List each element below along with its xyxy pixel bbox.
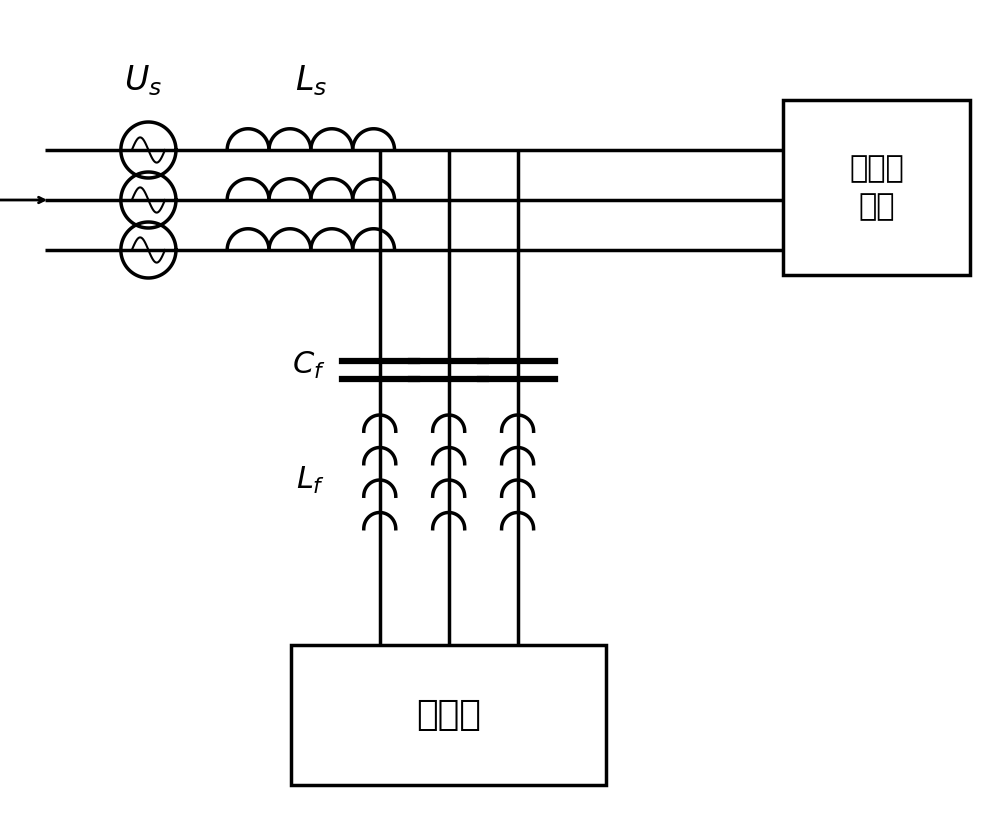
Bar — [783, 100, 970, 275]
Text: $U_s$: $U_s$ — [124, 63, 163, 98]
Text: 变流器: 变流器 — [416, 698, 481, 732]
Text: $L_s$: $L_s$ — [295, 63, 327, 98]
Text: $C_f$: $C_f$ — [292, 350, 326, 381]
Bar — [291, 645, 606, 785]
Text: 非线性
负载: 非线性 负载 — [850, 154, 904, 221]
Text: $L_f$: $L_f$ — [296, 464, 326, 495]
